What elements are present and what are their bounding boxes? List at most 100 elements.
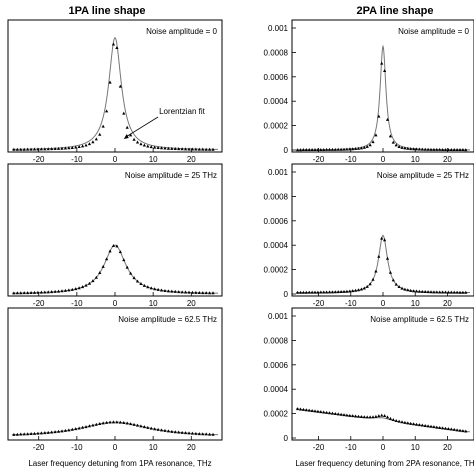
data-point: [118, 250, 122, 254]
data-point: [173, 147, 177, 151]
panel-2pa-noise-25: -20 -10 0 10 20 0 0.0002 0.0004 0.0006 0.0008 0.00…: [264, 163, 474, 308]
panel-frame: [7, 19, 223, 153]
data-point: [32, 431, 37, 435]
data-point: [330, 290, 335, 294]
data-point: [46, 147, 50, 151]
data-point: [397, 144, 401, 148]
data-point: [380, 236, 384, 240]
x-tick-label: 10: [411, 443, 420, 452]
data-point: [307, 408, 311, 412]
data-point: [461, 290, 465, 294]
data-point: [63, 288, 68, 292]
data-point: [36, 290, 40, 294]
y-tick-label: 0.0002: [264, 266, 289, 275]
data-point: [316, 290, 320, 294]
data-point: [19, 291, 23, 295]
y-tick-label: 0.001: [268, 168, 289, 177]
x-tick-label: -20: [33, 443, 45, 452]
data-point: [122, 420, 126, 424]
x-tick-label: 10: [149, 443, 158, 452]
data-point: [26, 291, 30, 295]
data-point: [406, 146, 410, 150]
data-point: [336, 412, 340, 416]
data-point: [452, 148, 456, 152]
data-point: [380, 413, 384, 417]
data-point: [420, 289, 424, 293]
x-tick-label: 0: [113, 299, 118, 308]
data-point: [423, 290, 427, 294]
data-point: [180, 147, 184, 151]
data-point: [446, 148, 451, 151]
data-point: [313, 148, 317, 152]
data-point: [322, 290, 326, 294]
data-point: [296, 148, 300, 152]
data-point: [149, 145, 153, 149]
panel-frame: [7, 163, 223, 297]
data-point: [94, 422, 98, 426]
data-point: [39, 147, 43, 151]
data-point: [84, 143, 88, 147]
data-point: [374, 133, 378, 137]
data-point: [91, 279, 95, 283]
data-point: [435, 147, 439, 151]
y-tick-label: 0.0004: [264, 97, 289, 106]
data-point: [339, 147, 343, 151]
data-point: [368, 415, 372, 419]
data-point: [397, 285, 401, 289]
data-point: [345, 413, 349, 417]
noise-annotation: Noise amplitude = 25 THz: [377, 171, 469, 180]
data-point: [22, 432, 26, 436]
data-point: [32, 290, 37, 294]
fit-line: [11, 421, 219, 436]
data-point: [385, 415, 390, 419]
data-point: [342, 147, 346, 151]
data-point: [412, 289, 416, 293]
data-point: [327, 147, 332, 151]
data-point: [298, 148, 303, 152]
y-tick-label: 0.0004: [264, 385, 289, 394]
data-point: [429, 147, 433, 151]
data-point: [412, 422, 416, 426]
panel-frame: [291, 163, 474, 297]
y-tick-label: 0.0004: [264, 241, 289, 250]
data-point: [77, 145, 81, 149]
y-tick-label: 0.0002: [264, 122, 289, 131]
panel-2pa-noise-0: -20 -10 0 10 20 0 0.0002 0.0004 0.0006 0.0008 0.00…: [264, 19, 474, 164]
data-point: [15, 291, 19, 295]
data-point: [342, 289, 346, 293]
data-point: [204, 432, 208, 436]
data-point: [19, 432, 23, 436]
data-point: [91, 140, 95, 144]
data-point: [187, 290, 191, 294]
y-tick-label: 0.0008: [264, 336, 289, 345]
marker-series: [296, 236, 468, 294]
marker-series: [296, 407, 468, 433]
data-point: [464, 290, 468, 294]
data-point: [177, 147, 181, 151]
data-point: [180, 290, 184, 294]
data-point: [438, 290, 442, 294]
data-point: [190, 290, 195, 294]
data-point: [183, 431, 188, 435]
data-point: [400, 420, 404, 424]
data-point: [84, 425, 88, 429]
data-point: [177, 430, 181, 434]
data-point: [80, 425, 85, 429]
data-point: [111, 420, 116, 424]
data-point: [94, 275, 98, 279]
data-point: [208, 291, 212, 295]
data-point: [194, 147, 198, 151]
data-point: [56, 429, 61, 433]
data-point: [316, 409, 320, 413]
data-point: [53, 147, 57, 151]
data-point: [170, 289, 174, 293]
data-point: [12, 291, 16, 295]
x-tick-label: 20: [443, 443, 452, 452]
data-point: [383, 238, 387, 242]
data-point: [403, 287, 407, 291]
data-point: [325, 147, 329, 151]
data-point: [142, 283, 146, 287]
data-point: [455, 148, 459, 152]
data-point: [173, 430, 177, 434]
data-point: [374, 414, 378, 418]
